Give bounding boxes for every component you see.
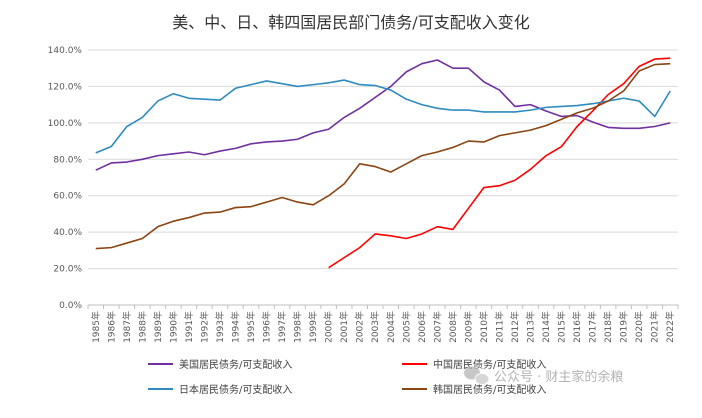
x-tick-label: 1995年 bbox=[245, 311, 257, 343]
y-tick-label: 20.0% bbox=[53, 265, 82, 275]
series-line-2 bbox=[328, 57, 671, 269]
x-tick-label: 1991年 bbox=[183, 311, 195, 343]
x-tick-label: 2008年 bbox=[447, 311, 459, 343]
x-tick-label: 1999年 bbox=[307, 311, 319, 343]
x-tick-label: 1987年 bbox=[121, 311, 133, 343]
x-tick-label: 2007年 bbox=[431, 311, 443, 343]
x-tick-label: 2001年 bbox=[338, 311, 350, 343]
series-line-4 bbox=[95, 62, 671, 250]
x-tick-label: 1992年 bbox=[198, 311, 210, 343]
legend-item: 日本居民债务/可支配收入 bbox=[148, 383, 292, 396]
x-tick-label: 1989年 bbox=[152, 311, 164, 343]
x-tick-label: 1985年 bbox=[90, 311, 102, 343]
wechat-icon bbox=[464, 366, 490, 385]
x-tick-label: 2017年 bbox=[587, 311, 599, 343]
series-layer bbox=[95, 57, 671, 269]
x-tick-label: 2012年 bbox=[509, 311, 521, 343]
x-tick-label: 1986年 bbox=[105, 311, 117, 343]
x-tick-label: 2018年 bbox=[602, 311, 614, 343]
x-tick-label: 2009年 bbox=[462, 311, 474, 343]
x-tick-label: 2002年 bbox=[354, 311, 366, 343]
x-tick-label: 2003年 bbox=[369, 311, 381, 343]
x-tick-label: 2015年 bbox=[556, 311, 568, 343]
x-tick-label: 1996年 bbox=[261, 311, 273, 343]
x-tick-label: 2010年 bbox=[478, 311, 490, 343]
y-tick-label: 0.0% bbox=[59, 301, 82, 311]
x-tick-label: 1997年 bbox=[276, 311, 288, 343]
y-tick-label: 120.0% bbox=[48, 82, 83, 92]
x-tick-label: 2004年 bbox=[385, 311, 397, 343]
watermark: 公众号 · 财主家的余粮 bbox=[464, 366, 623, 385]
x-tick-label: 1994年 bbox=[230, 311, 242, 343]
legend-label: 美国居民债务/可支配收入 bbox=[179, 358, 292, 371]
x-tick-label: 2011年 bbox=[493, 311, 505, 343]
x-tick-label: 1993年 bbox=[214, 311, 226, 343]
chart-title: 美、中、日、韩四国居民部门债务/可支配收入变化 bbox=[172, 13, 529, 32]
legend-label: 中国居民债务/可支配收入 bbox=[433, 358, 546, 371]
axis-layer: 0.0% 20.0% 40.0% 60.0% 80.0% 100.0% 120.0% 140.… bbox=[48, 46, 679, 343]
watermark-group: 公众号 · 财主家的余粮 bbox=[464, 366, 623, 385]
series-line-3 bbox=[95, 79, 671, 154]
x-tick-label: 2005年 bbox=[400, 311, 412, 343]
grid-layer bbox=[88, 49, 678, 306]
watermark-text: 公众号 · 财主家的余粮 bbox=[494, 369, 623, 385]
y-tick-label: 40.0% bbox=[53, 228, 82, 238]
legend-item: 美国居民债务/可支配收入 bbox=[148, 358, 292, 371]
x-tick-label: 1990年 bbox=[167, 311, 179, 343]
x-tick-label: 2016年 bbox=[571, 311, 583, 343]
legend-label: 韩国居民债务/可支配收入 bbox=[433, 383, 546, 396]
y-tick-label: 80.0% bbox=[53, 155, 82, 165]
x-tick-label: 1988年 bbox=[136, 311, 148, 343]
x-tick-label: 2013年 bbox=[525, 311, 537, 343]
x-tick-label: 2006年 bbox=[416, 311, 428, 343]
y-tick-label: 140.0% bbox=[48, 46, 83, 56]
x-tick-label: 2021年 bbox=[649, 311, 661, 343]
y-tick-label: 100.0% bbox=[48, 119, 83, 129]
legend-item: 中国居民债务/可支配收入 bbox=[402, 358, 546, 371]
legend-item: 韩国居民债务/可支配收入 bbox=[402, 383, 546, 396]
series-line-1 bbox=[95, 59, 671, 171]
x-tick-label: 2020年 bbox=[633, 311, 645, 343]
x-tick-label: 1998年 bbox=[292, 311, 304, 343]
x-tick-label: 2022年 bbox=[664, 311, 676, 343]
y-tick-label: 60.0% bbox=[53, 192, 82, 202]
legend-label: 日本居民债务/可支配收入 bbox=[179, 383, 292, 396]
x-tick-label: 2000年 bbox=[323, 311, 335, 343]
x-tick-label: 2014年 bbox=[540, 311, 552, 343]
x-tick-label: 2019年 bbox=[618, 311, 630, 343]
